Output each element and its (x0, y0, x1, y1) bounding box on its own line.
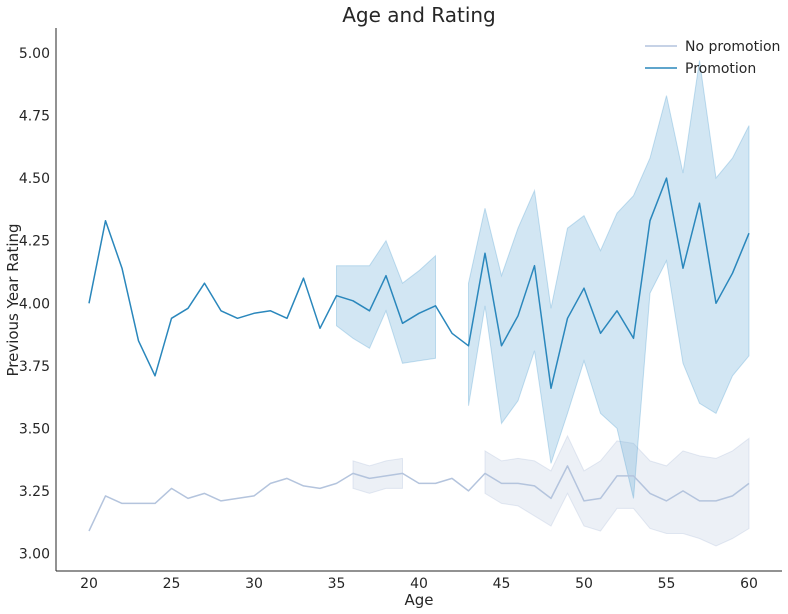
y-tick-label: 4.75 (19, 109, 50, 125)
x-tick-label: 50 (575, 576, 593, 592)
x-tick-label: 20 (80, 576, 98, 592)
series-line-promotion (88, 177, 750, 390)
y-tick-label: 4.25 (19, 234, 50, 250)
series-lines (88, 177, 750, 532)
ci-band-promotion-2 (468, 60, 750, 499)
y-tick-label: 3.50 (19, 421, 50, 437)
y-axis-label: Previous Year Rating (4, 223, 22, 376)
y-tick-labels: 3.00 3.25 3.50 3.75 4.00 4.25 4.50 4.75 5.00 (19, 46, 50, 563)
chart-title: Age and Rating (342, 3, 496, 27)
confidence-bands (336, 60, 750, 547)
axes (55, 28, 782, 572)
ci-band-no-promotion-1 (352, 457, 403, 494)
y-tick-label: 3.25 (19, 484, 50, 500)
x-tick-label: 35 (328, 576, 346, 592)
legend: No promotion Promotion (645, 39, 780, 77)
ci-band-no-promotion-2 (484, 434, 750, 547)
x-tick-label: 25 (163, 576, 181, 592)
x-tick-label: 40 (410, 576, 428, 592)
x-tick-label: 30 (245, 576, 263, 592)
y-tick-label: 3.00 (19, 547, 50, 563)
x-tick-label: 60 (740, 576, 758, 592)
x-tick-label: 45 (493, 576, 511, 592)
y-tick-label: 3.75 (19, 359, 50, 375)
y-tick-label: 5.00 (19, 46, 50, 62)
ci-band-promotion-1 (336, 239, 436, 364)
x-tick-label: 55 (658, 576, 676, 592)
x-axis-label: Age (404, 591, 433, 609)
y-tick-label: 4.50 (19, 171, 50, 187)
legend-label-no-promotion: No promotion (685, 39, 780, 55)
x-tick-labels: 20 25 30 35 40 45 50 55 60 (80, 576, 758, 592)
series-line-no-promotion (88, 465, 750, 532)
y-tick-label: 4.00 (19, 296, 50, 312)
legend-label-promotion: Promotion (685, 61, 756, 77)
